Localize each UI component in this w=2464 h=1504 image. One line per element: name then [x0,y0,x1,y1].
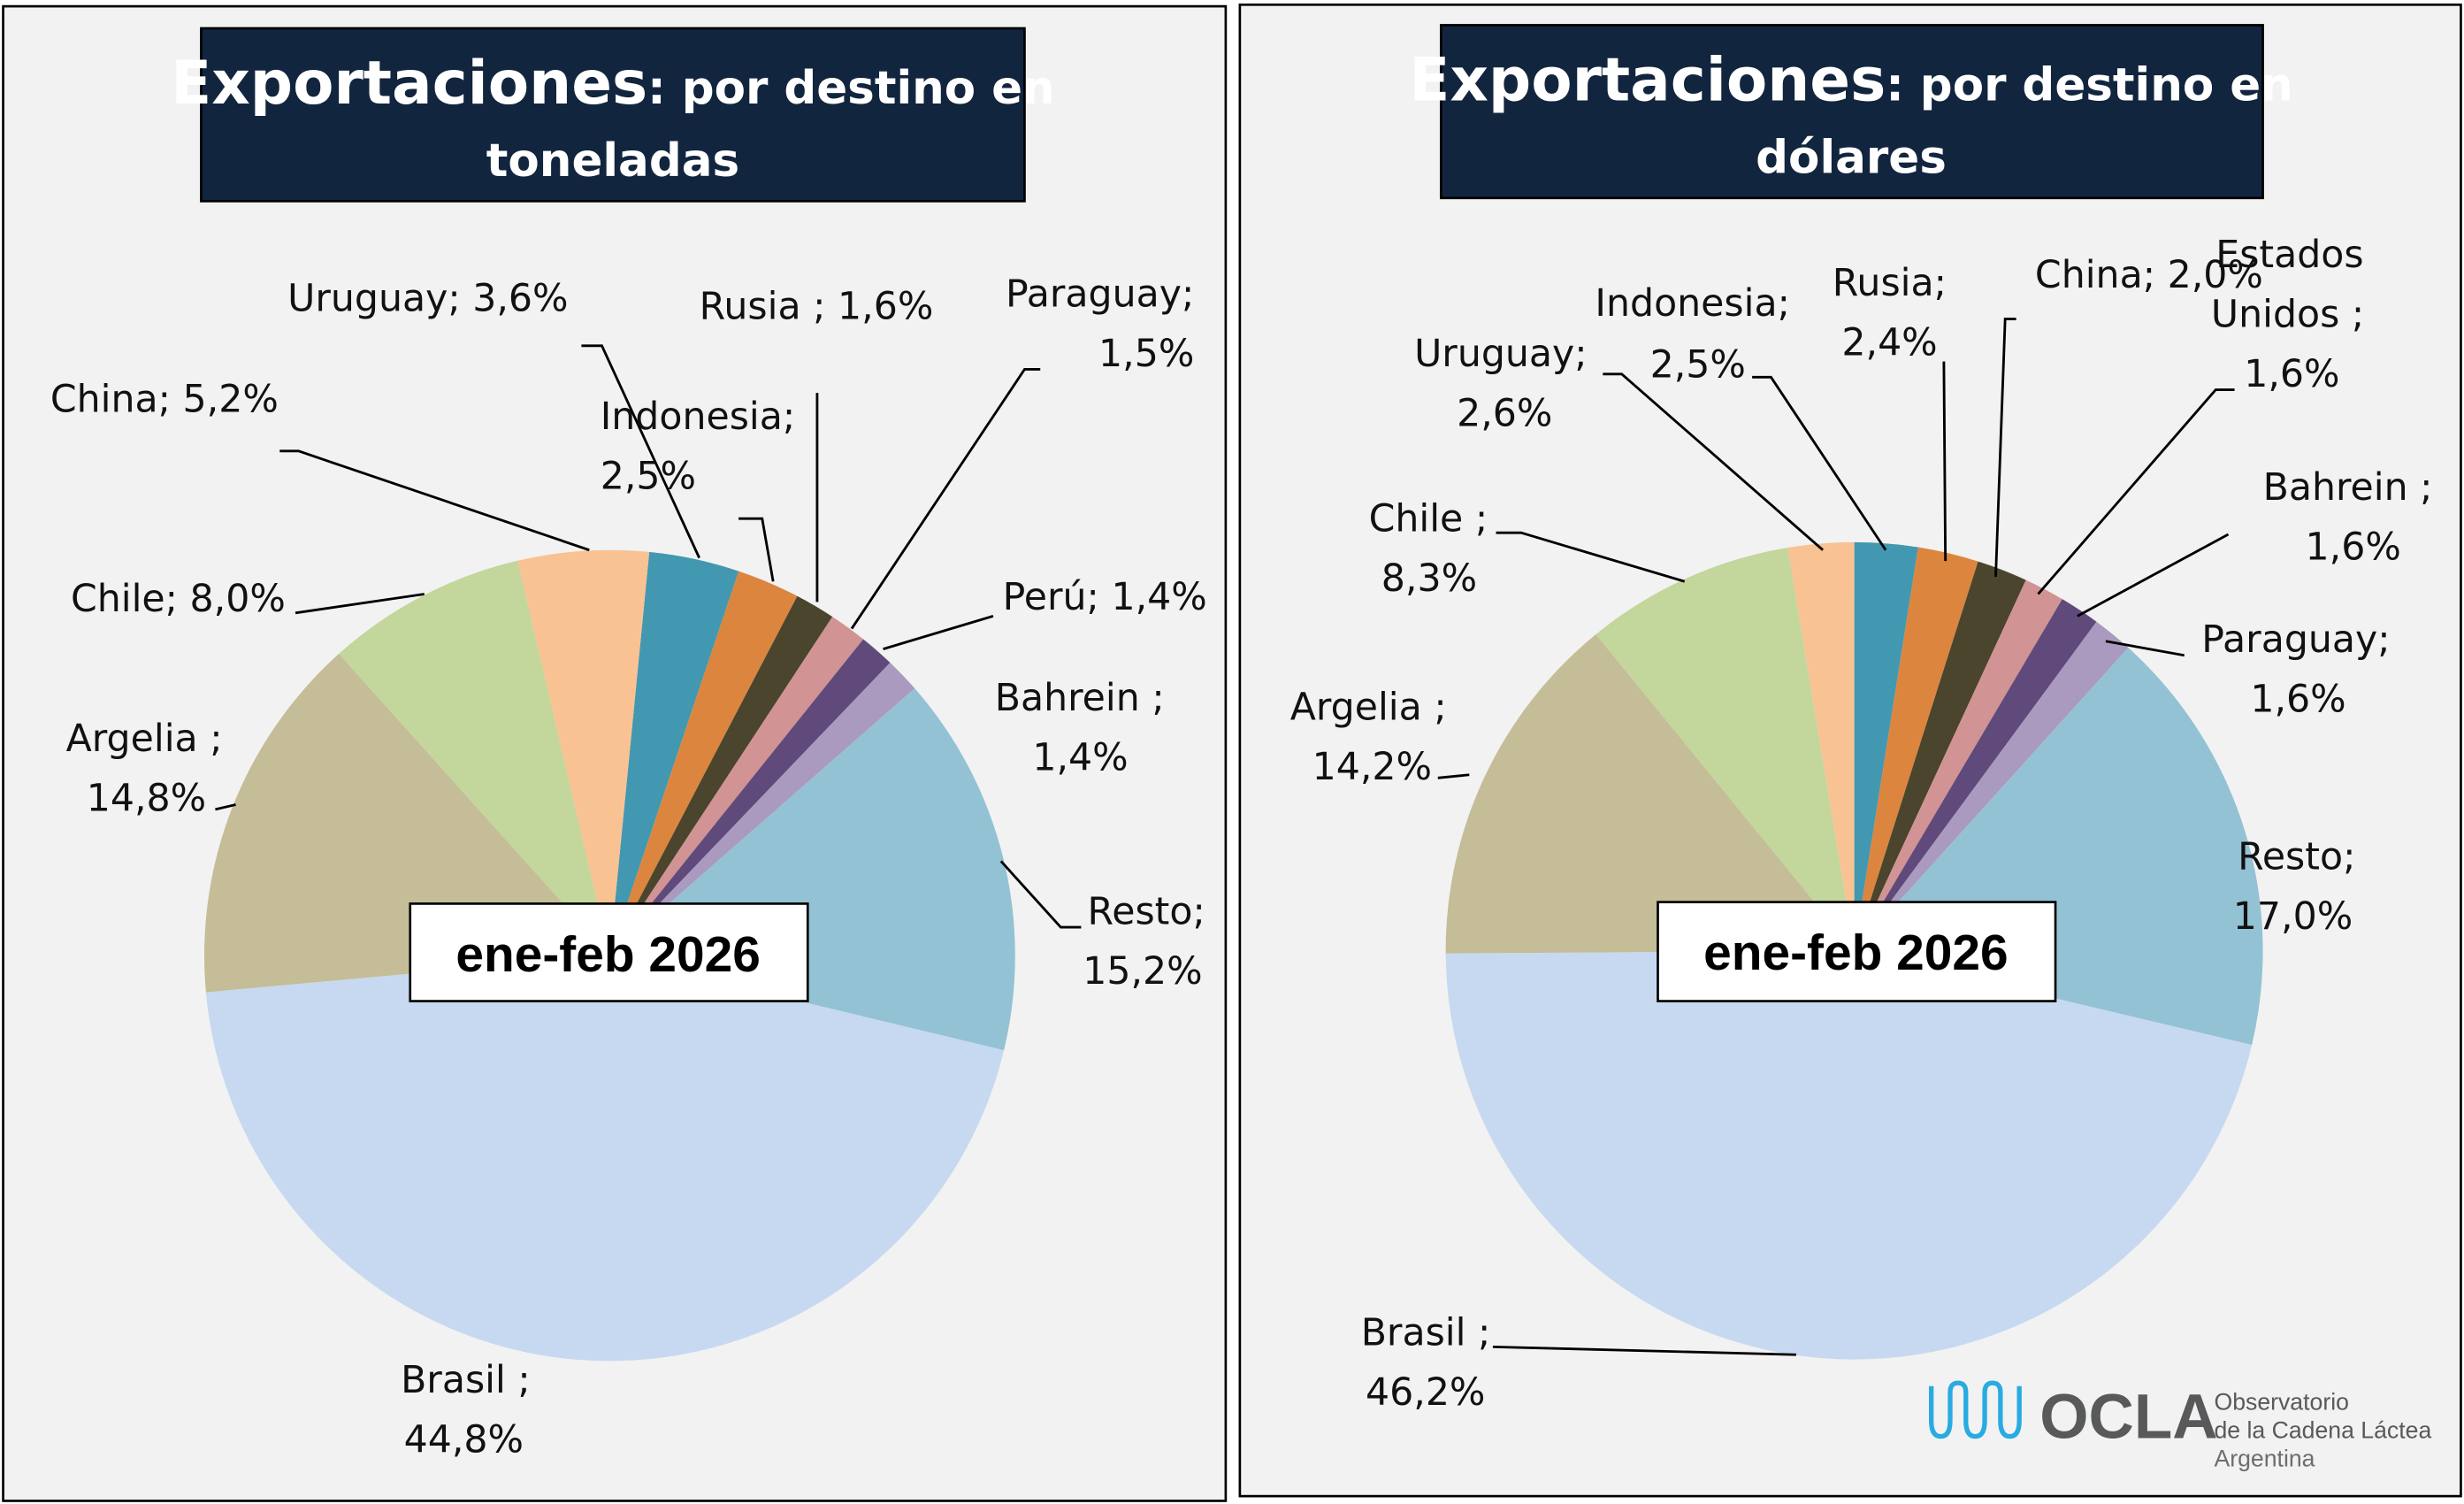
pie-slice-paraguay [609,617,864,956]
pie-slice-indonesia [1854,541,1918,951]
right-title-rest: : por destino en [1886,59,2293,112]
data-label-china: China; 5,2% [50,377,279,421]
ocla-logo-name: OCLA [2039,1382,2217,1452]
leader-line-paraguay [850,368,1041,630]
pie-slice-bahrein [609,663,915,956]
pie-slice-chile [1595,548,1855,951]
leader-line-uruguay [1603,372,1825,551]
leader-line-resto [999,860,1082,929]
leader-line-indonesia [738,517,775,582]
pie-slice-argelia [1445,634,1855,954]
left-title-line1: Exportaciones: por destino en [171,48,1055,118]
data-label-china: China; 2,0% [2035,253,2263,297]
right-title-line2: dólares [1756,131,1947,184]
data-label-paraguay: Paraguay; [2201,618,2390,662]
pie-slice-china [1854,561,2026,951]
pie-tons: Uruguay; 3,6% Indonesia; 2,5% Rusia ; 1,6% P… [50,272,1207,1462]
ocla-logo-line2: de la Cadena Láctea [2214,1416,2431,1443]
leader-line-rusia [1942,361,1947,562]
leader-line-paraguay [2105,640,2185,657]
ocla-logo-line1: Observatorio [2214,1388,2348,1415]
pie-slice-indonesia [609,571,798,956]
data-label-chile: 8,3% [1381,556,1477,601]
ocla-logo: OCLA Observatorio de la Cadena Láctea Ar… [1929,1380,2431,1471]
data-label-brasil: 44,8% [404,1417,524,1462]
data-label-resto: Resto; [1088,890,1205,934]
data-label-uruguay: 2,6% [1457,391,1552,435]
data-label-resto: Resto; [2238,834,2355,879]
left-title-line2: toneladas [486,134,739,188]
data-label-peru: Perú; 1,4% [1003,575,1207,619]
data-label-rusia: Rusia ; 1,6% [700,285,934,329]
pie-slice-china [517,549,650,956]
leader-line-chile [1496,531,1686,583]
data-label-bahrein: 1,6% [2306,525,2401,569]
data-label-indonesia: Indonesia; [1595,281,1790,326]
right-title-bold: Exportaciones [1409,45,1886,115]
data-label-uruguay: Uruguay; [1414,332,1588,376]
data-label-argelia: Argelia ; [1290,686,1447,730]
data-label-paraguay: 1,6% [2250,678,2345,722]
leader-line-uruguay [581,344,700,559]
leader-line-argelia [1437,773,1470,779]
left-title-box [200,27,1026,203]
right-period-label: ene-feb 2026 [1703,925,2008,981]
data-label-rusia: Rusia; [1833,261,1947,305]
pie-slice-peru [609,639,891,956]
pie-dollars: Indonesia; 2,5% Rusia; 2,4% China; 2,0%Estad… [1290,233,2433,1415]
data-label-argelia: 14,2% [1312,745,1432,789]
left-title-rest: : por destino en [647,62,1055,115]
left-period-label: ene-feb 2026 [455,927,760,983]
data-label-brasil: Brasil ; [1361,1311,1491,1355]
data-label-bahrein: 1,4% [1032,735,1128,779]
pie-slice-rusia [609,595,833,956]
pie-slice-chile [339,560,610,956]
data-label-estados-unidos: Estados [2215,233,2363,277]
data-label-rusia: 2,4% [1841,320,1937,364]
pie-slice-rusia [1854,547,1978,951]
ocla-logo-line3: Argentina [2214,1445,2315,1471]
data-label-brasil: Brasil ; [401,1358,531,1402]
leader-line-china [1994,318,2016,577]
leader-line-china [279,449,590,552]
right-title-box [1439,24,2264,200]
data-label-indonesia: 2,5% [601,454,696,498]
pie-slice-bahrein [1854,599,2097,951]
leader-line-chile [295,593,425,615]
data-label-chile: Chile ; [1369,496,1488,541]
right-title-line1: Exportaciones: por destino en [1409,45,2293,115]
data-label-indonesia: Indonesia; [601,395,796,439]
data-label-paraguay: 1,5% [1098,332,1194,376]
pie-slice-brasil [1445,950,2253,1360]
leader-line-peru [883,614,994,651]
leader-line-bahrein [2077,533,2230,618]
data-label-uruguay: Uruguay; 3,6% [287,277,568,321]
data-label-estados-unidos: Unidos ; [2211,292,2364,336]
data-label-paraguay: Paraguay; [1006,272,1194,316]
pie-slice-paraguay [1854,621,2129,951]
leader-line-brasil [1492,1345,1796,1356]
data-label-resto: 17,0% [2233,894,2353,939]
data-label-indonesia: 2,5% [1650,342,1746,387]
right-period-box [1657,901,2057,1002]
left-period-box [409,902,809,1002]
data-label-argelia: Argelia ; [66,717,223,761]
data-label-bahrein: Bahrein ; [2263,465,2433,510]
leader-line-argelia [215,803,236,811]
data-label-argelia: 14,8% [87,777,206,821]
data-label-estados-unidos: 1,6% [2244,352,2339,396]
data-label-bahrein: Bahrein ; [995,676,1165,720]
leader-line-indonesia [1752,375,1887,551]
pie-slice-brasil [205,955,1005,1362]
data-label-chile: Chile; 8,0% [71,577,286,621]
pie-slice-uruguay [609,551,739,956]
pie-slice-estados-unidos [1854,579,2062,951]
ocla-wave-icon [1929,1380,2022,1439]
data-label-resto: 15,2% [1083,949,1202,994]
data-label-brasil: 46,2% [1366,1370,1485,1415]
pie-slice-uruguay [1787,541,1855,951]
left-title-bold: Exportaciones [171,48,647,118]
leader-line-estados-unidos [2037,388,2235,595]
